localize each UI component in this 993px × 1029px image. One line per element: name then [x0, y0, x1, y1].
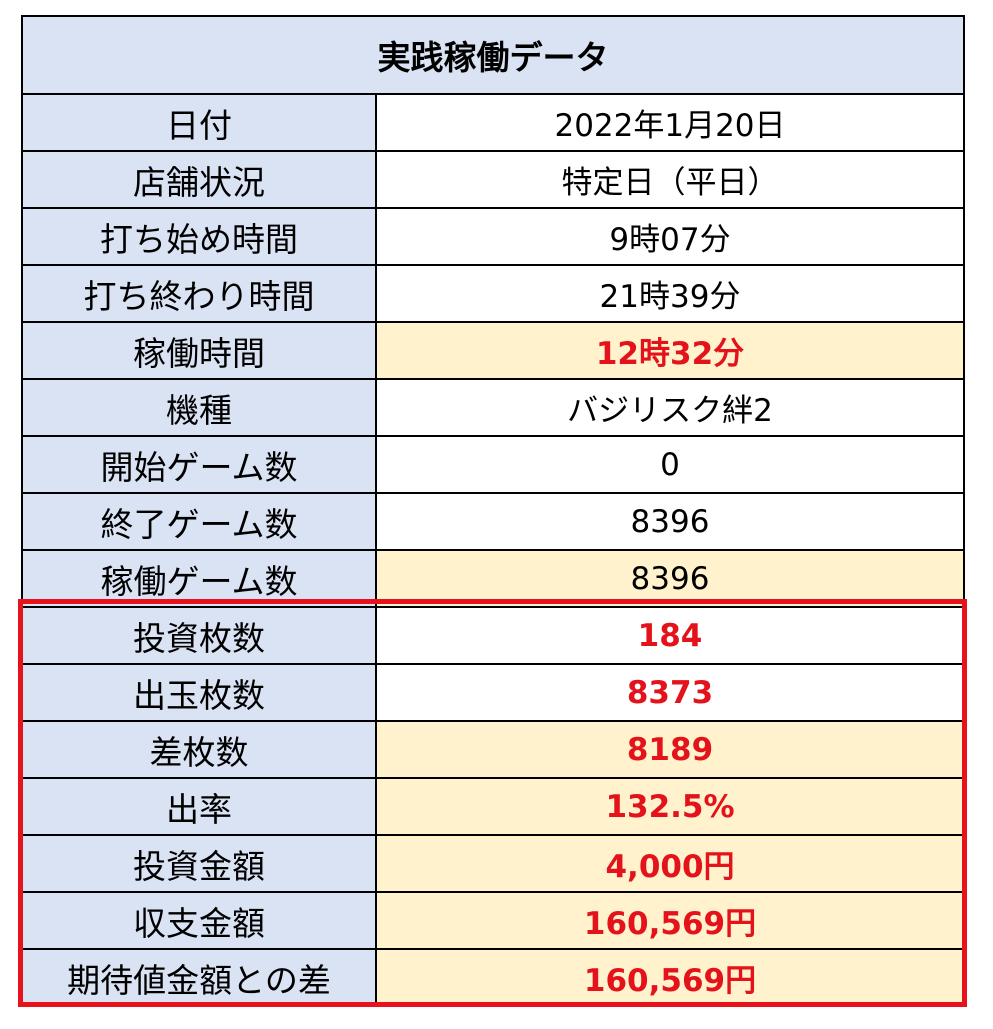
row-label: 打ち終わり時間	[23, 266, 377, 323]
table-row-diff-coins: 差枚数 8189	[23, 722, 965, 779]
table-row-invested-coins: 投資枚数 184	[23, 608, 965, 665]
table-row-investment-amount: 投資金額 4,000円	[23, 836, 965, 893]
row-label: 期待値金額との差	[23, 950, 377, 1007]
table-row-expected-diff: 期待値金額との差 160,569円	[23, 950, 965, 1007]
row-label: 開始ゲーム数	[23, 437, 377, 494]
row-label: 収支金額	[23, 893, 377, 950]
row-value: 8373	[377, 665, 965, 722]
row-label: 稼働時間	[23, 323, 377, 380]
table-row-machine: 機種 バジリスク絆2	[23, 380, 965, 437]
table-title: 実践稼働データ	[23, 17, 965, 95]
row-value: 160,569円	[377, 950, 965, 1007]
table-row-play-time: 稼働時間 12時32分	[23, 323, 965, 380]
row-label: 差枚数	[23, 722, 377, 779]
row-label: 出率	[23, 779, 377, 836]
row-value: 特定日（平日）	[377, 152, 965, 209]
table-row-end-games: 終了ゲーム数 8396	[23, 494, 965, 551]
row-value: 21時39分	[377, 266, 965, 323]
table-row-end-time: 打ち終わり時間 21時39分	[23, 266, 965, 323]
row-label: 店舗状況	[23, 152, 377, 209]
row-value: 184	[377, 608, 965, 665]
table-row-start-time: 打ち始め時間 9時07分	[23, 209, 965, 266]
table-row-payout-rate: 出率 132.5%	[23, 779, 965, 836]
row-value: 2022年1月20日	[377, 95, 965, 152]
row-value: 8189	[377, 722, 965, 779]
row-label: 稼働ゲーム数	[23, 551, 377, 608]
row-value: 12時32分	[377, 323, 965, 380]
row-label: 出玉枚数	[23, 665, 377, 722]
table-row-start-games: 開始ゲーム数 0	[23, 437, 965, 494]
row-value: 4,000円	[377, 836, 965, 893]
row-label: 打ち始め時間	[23, 209, 377, 266]
row-value: 160,569円	[377, 893, 965, 950]
table-row-balance-amount: 収支金額 160,569円	[23, 893, 965, 950]
row-label: 機種	[23, 380, 377, 437]
table-row-store-status: 店舗状況 特定日（平日）	[23, 152, 965, 209]
row-label: 投資枚数	[23, 608, 377, 665]
row-value: バジリスク絆2	[377, 380, 965, 437]
table-row-payout-coins: 出玉枚数 8373	[23, 665, 965, 722]
row-label: 終了ゲーム数	[23, 494, 377, 551]
row-label: 日付	[23, 95, 377, 152]
row-value: 0	[377, 437, 965, 494]
row-value: 8396	[377, 551, 965, 608]
data-table: 実践稼働データ 日付 2022年1月20日 店舗状況 特定日（平日） 打ち始め時…	[21, 15, 965, 1007]
table-row-date: 日付 2022年1月20日	[23, 95, 965, 152]
row-value: 8396	[377, 494, 965, 551]
row-label: 投資金額	[23, 836, 377, 893]
row-value: 9時07分	[377, 209, 965, 266]
row-value: 132.5%	[377, 779, 965, 836]
table-row-played-games: 稼働ゲーム数 8396	[23, 551, 965, 608]
